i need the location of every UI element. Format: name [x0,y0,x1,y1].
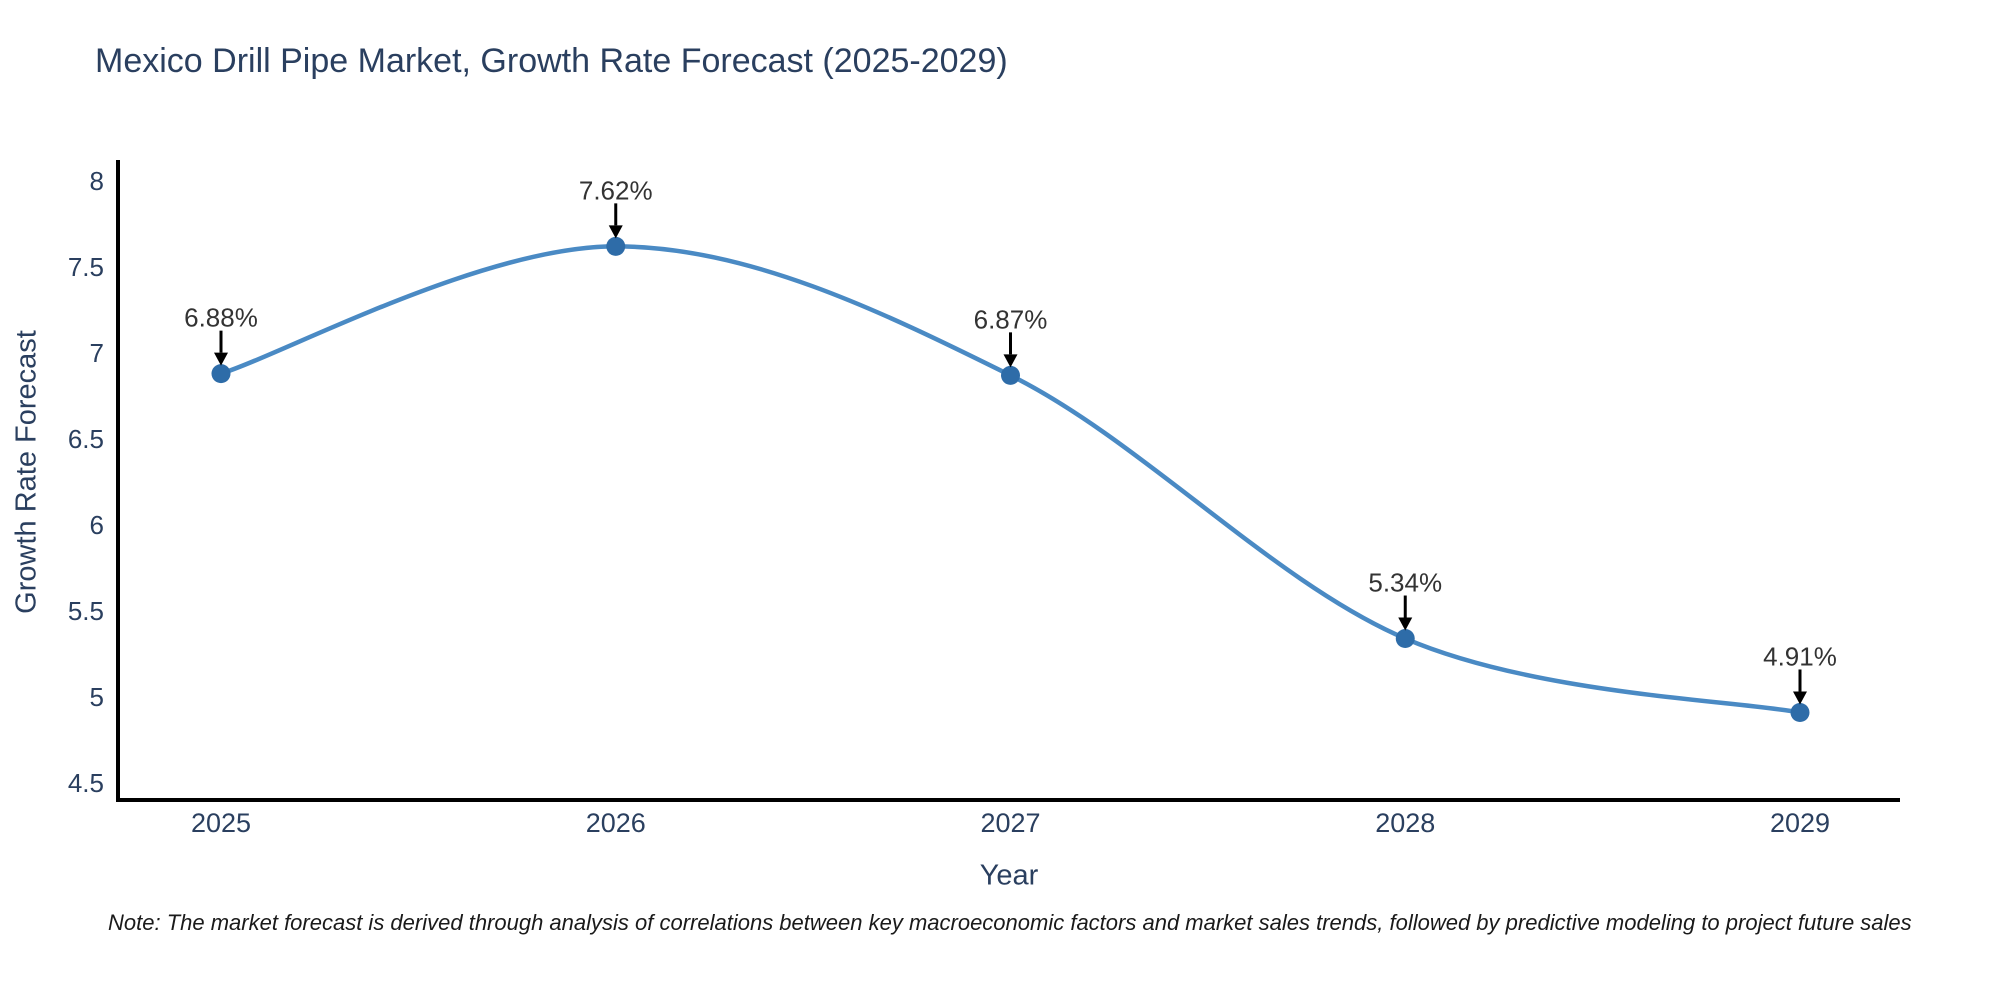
y-tick-label: 7.5 [68,252,104,282]
x-tick-label: 2028 [1375,808,1435,838]
annotation-arrowhead [1003,354,1018,368]
annotation-label: 7.62% [579,175,653,205]
x-tick-label: 2029 [1770,808,1830,838]
y-tick-label: 6.5 [68,424,104,454]
annotation-label: 6.87% [974,304,1048,334]
y-tick-label: 5.5 [68,596,104,626]
axis-lines [116,160,1900,802]
data-point-marker[interactable] [1395,629,1415,649]
annotation-label: 6.88% [184,303,258,333]
x-axis-title: Year [979,859,1039,892]
chart-title: Mexico Drill Pipe Market, Growth Rate Fo… [95,42,1008,80]
y-tick-label: 7 [90,338,104,368]
annotation-arrowhead [1398,617,1413,631]
y-axis-title: Growth Rate Forecast [10,330,43,614]
x-tick-label: 2025 [191,808,251,838]
y-tick-label: 6 [90,510,104,540]
annotation-label: 5.34% [1368,568,1442,598]
y-tick-label: 8 [90,166,104,196]
annotation-label: 4.91% [1763,641,1837,671]
y-tick-label: 4.5 [68,768,104,798]
y-tick-label: 5 [90,682,104,712]
annotation-arrowhead [1793,691,1807,705]
x-tick-label: 2026 [586,808,646,838]
data-point-marker[interactable] [606,236,626,256]
data-point-marker[interactable] [1790,702,1810,722]
footnote: Note: The market forecast is derived thr… [108,910,1912,935]
annotation-arrowhead [214,352,228,366]
data-point-marker[interactable] [211,364,231,384]
annotation-arrowhead [608,225,623,239]
x-tick-label: 2027 [980,808,1040,838]
data-point-marker[interactable] [1001,365,1020,385]
